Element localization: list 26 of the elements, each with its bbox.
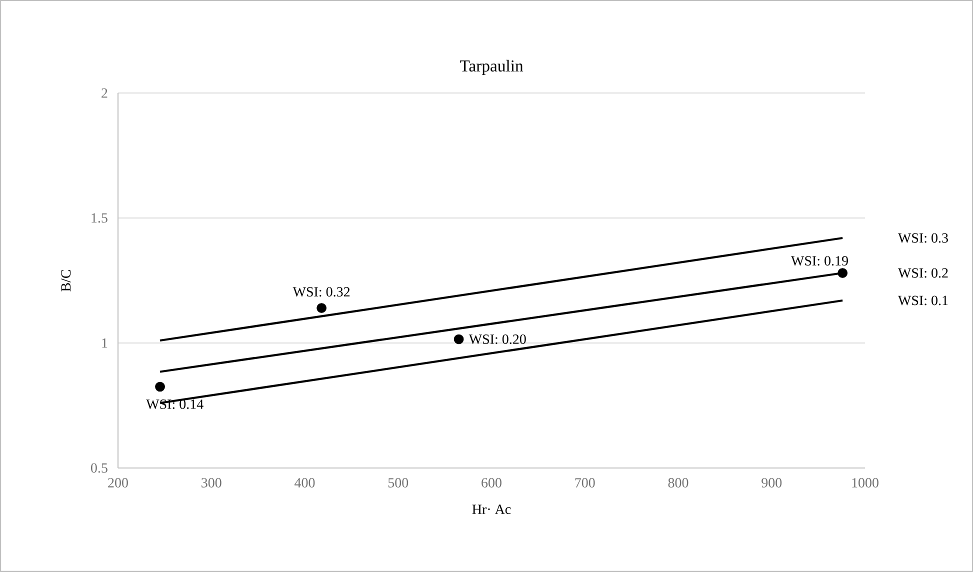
x-tick-label: 1000: [852, 478, 878, 488]
x-tick-label: 400: [294, 478, 315, 488]
y-axis-title: B/C: [61, 270, 71, 292]
x-tick-label: 700: [575, 478, 595, 488]
point: [454, 334, 464, 344]
y-tick-label: 0.5: [90, 463, 108, 473]
x-tick-label: 200: [108, 478, 128, 488]
x-axis-title: Hr· Ac: [472, 504, 511, 514]
point: [155, 382, 165, 392]
y-tick-label: 1.5: [92, 213, 108, 223]
x-tick-label: 300: [202, 478, 222, 488]
annotation: WSI: 0.32: [292, 287, 350, 297]
y-tick-label: 1: [102, 338, 108, 348]
annotation: WSI: 0.19: [791, 256, 848, 266]
point: [316, 303, 326, 313]
annotation: WSI: 0.20: [468, 334, 526, 344]
point: [838, 268, 848, 278]
chart-title: Tarpaulin: [460, 60, 524, 75]
x-tick-label: 600: [482, 478, 502, 488]
x-tick-label: 500: [388, 478, 408, 488]
y-tick-label: 2: [102, 88, 108, 98]
text: WSI: 0.3: [898, 233, 948, 243]
x-tick-label: 900: [762, 478, 782, 488]
text: WSI: 0.2: [898, 268, 948, 278]
text: WSI: 0.1: [898, 296, 948, 306]
x-tick-label: 800: [668, 478, 688, 488]
